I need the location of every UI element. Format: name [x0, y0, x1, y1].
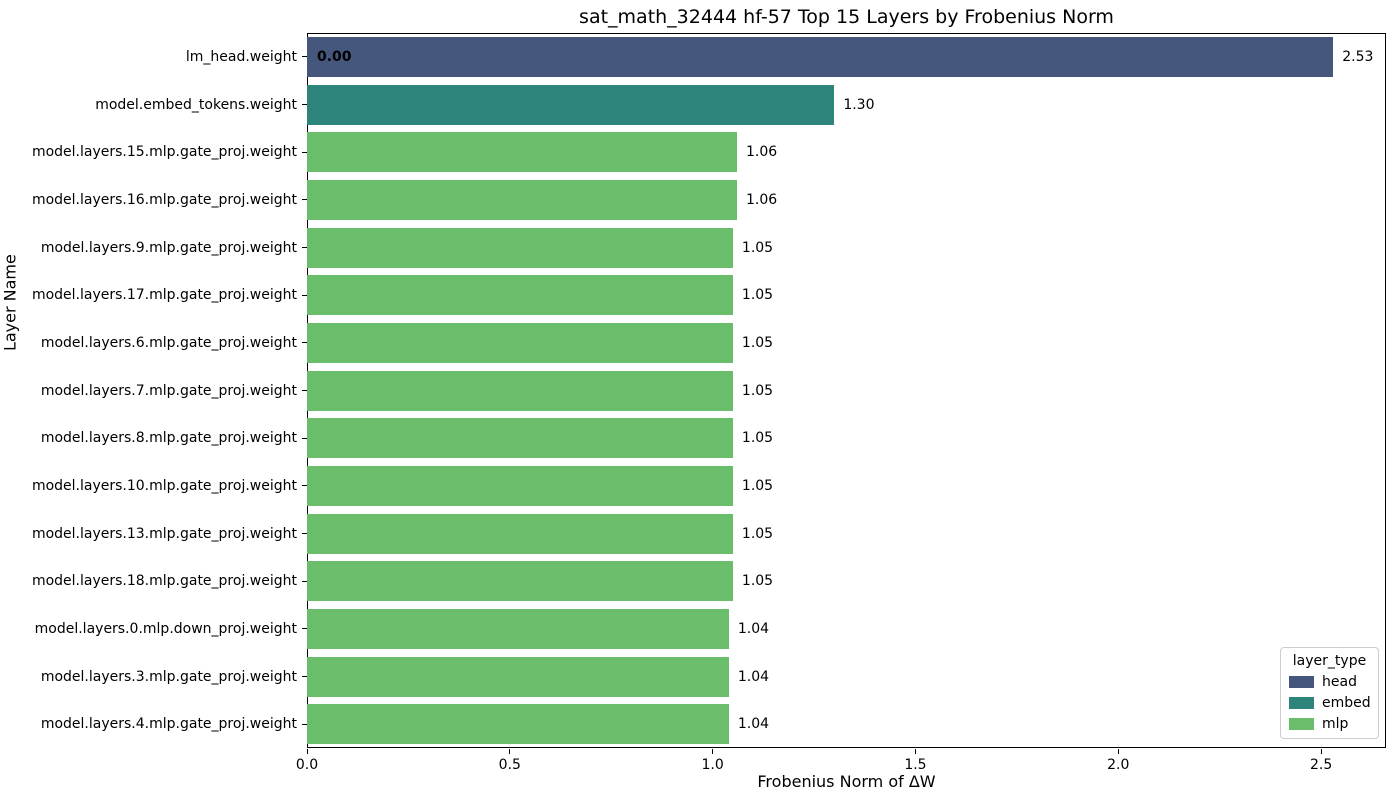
y-tick-mark [302, 723, 307, 725]
bar-mlp [307, 227, 733, 268]
bar-mlp [307, 561, 733, 602]
y-tick-mark [302, 390, 307, 391]
x-axis-title: Frobenius Norm of ΔW [757, 772, 936, 791]
legend-entry-mlp: mlp [1289, 716, 1370, 732]
legend-swatch-head [1289, 676, 1314, 688]
bar-value-label: 1.04 [737, 716, 770, 733]
y-tick-mark [302, 199, 307, 201]
y-tick-label: model.layers.8.mlp.gate_proj.weight [40, 430, 297, 447]
legend: layer_type head embed mlp [1280, 647, 1379, 739]
legend-entry-label: mlp [1322, 716, 1349, 732]
legend-entry-label: embed [1322, 695, 1371, 711]
legend-entry-embed: embed [1289, 695, 1371, 711]
bar-mlp [307, 418, 733, 459]
bar-mlp [307, 275, 733, 316]
bar-mlp [307, 704, 729, 745]
y-tick-label: model.layers.3.mlp.gate_proj.weight [40, 668, 297, 685]
y-tick-mark [302, 104, 307, 105]
bar-head [307, 36, 1334, 77]
x-tick-mark [1117, 749, 1119, 754]
bar-value-label: 1.05 [741, 430, 774, 447]
x-tick-mark [1320, 749, 1322, 754]
y-tick-label: model.layers.4.mlp.gate_proj.weight [40, 716, 297, 733]
chart-title: sat_math_32444 hf-57 Top 15 Layers by Fr… [579, 6, 1114, 28]
y-tick-label: model.layers.0.mlp.down_proj.weight [34, 620, 297, 637]
y-tick-mark [302, 580, 307, 582]
y-tick-mark [302, 533, 307, 534]
bar-value-label: 1.05 [741, 525, 774, 542]
x-tick-mark [509, 749, 511, 754]
y-tick-mark [302, 342, 307, 344]
bar-value-label: 1.30 [843, 96, 875, 113]
x-tick-mark [306, 749, 308, 754]
x-tick-label: 1.0 [701, 757, 724, 773]
y-tick-label: model.layers.17.mlp.gate_proj.weight [31, 287, 297, 304]
y-tick-label: model.embed_tokens.weight [95, 96, 297, 113]
y-tick-mark [302, 628, 307, 630]
bar-mlp [307, 608, 729, 649]
bar-mlp [307, 656, 729, 697]
y-tick-label: model.layers.18.mlp.gate_proj.weight [31, 573, 297, 590]
x-tick-mark [712, 749, 714, 754]
y-tick-mark [302, 485, 307, 487]
y-tick-mark [302, 56, 307, 58]
bar-value-label: 1.05 [741, 477, 774, 494]
bar-value-label: 1.06 [745, 144, 778, 161]
bar-value-label: 1.04 [737, 620, 770, 637]
bar-mlp [307, 513, 733, 554]
legend-swatch-embed [1289, 697, 1314, 709]
bar-value-label: 1.05 [741, 239, 774, 256]
bar-value-label: 1.05 [741, 334, 774, 351]
x-tick-label: 2.5 [1309, 757, 1333, 773]
x-tick-label: 0.5 [498, 757, 521, 773]
bar-mlp [307, 132, 737, 173]
bar-embed [307, 84, 835, 125]
bar-value-label: 1.06 [745, 191, 778, 208]
bar-value-label: 1.05 [741, 382, 774, 399]
y-tick-mark [302, 437, 307, 439]
bar-value-label: 2.53 [1342, 48, 1374, 65]
y-tick-label: model.layers.9.mlp.gate_proj.weight [40, 239, 297, 256]
y-tick-label: model.layers.15.mlp.gate_proj.weight [31, 144, 297, 161]
y-tick-label: model.layers.7.mlp.gate_proj.weight [40, 382, 297, 399]
bar-value-label: 1.04 [737, 668, 770, 685]
y-tick-label: model.layers.6.mlp.gate_proj.weight [40, 334, 297, 351]
legend-entry-label: head [1322, 674, 1357, 690]
y-tick-label: lm_head.weight [185, 48, 297, 65]
y-tick-label: model.layers.10.mlp.gate_proj.weight [31, 477, 297, 494]
bar-mlp [307, 179, 737, 220]
y-tick-mark [302, 676, 307, 677]
legend-entries: head embed mlp [1289, 674, 1371, 732]
y-tick-label: model.layers.16.mlp.gate_proj.weight [31, 191, 297, 208]
bar-mlp [307, 370, 733, 411]
x-tick-label: 2.0 [1107, 757, 1130, 773]
bar-value-label: 1.05 [741, 287, 774, 304]
legend-entry-head: head [1289, 674, 1370, 690]
bar-value-label: 1.05 [741, 573, 774, 590]
legend-swatch-mlp [1289, 718, 1314, 730]
bar-mlp [307, 465, 733, 506]
x-tick-mark [914, 749, 916, 754]
y-tick-mark [302, 294, 307, 296]
y-tick-mark [302, 247, 307, 248]
x-tick-label: 0.0 [295, 757, 319, 773]
bar-mlp [307, 322, 733, 363]
x-tick-label: 1.5 [904, 757, 927, 773]
y-tick-mark [302, 151, 307, 153]
y-tick-label: model.layers.13.mlp.gate_proj.weight [31, 525, 297, 542]
bar-inner-annotation: 0.00 [317, 48, 352, 65]
legend-title: layer_type [1292, 653, 1367, 669]
